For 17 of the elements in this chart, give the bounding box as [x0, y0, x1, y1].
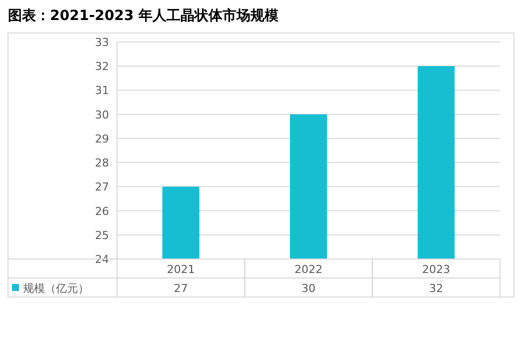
y-tick-label: 32 — [95, 60, 109, 74]
x-tick-label: 2021 — [166, 263, 195, 276]
y-tick-label: 27 — [95, 180, 109, 194]
data-label: 27 — [174, 282, 188, 295]
legend-label: 规模（亿元） — [23, 282, 89, 295]
y-tick-label: 30 — [95, 108, 109, 122]
y-tick-label: 29 — [95, 132, 109, 146]
data-label: 30 — [302, 282, 316, 295]
x-tick-label: 2023 — [422, 263, 450, 276]
x-tick-label: 2022 — [294, 263, 322, 276]
y-tick-label: 25 — [95, 228, 109, 242]
y-tick-label: 33 — [95, 36, 109, 49]
chart-title: 图表：2021-2023 年人工晶状体市场规模 — [8, 7, 280, 24]
y-tick-label: 31 — [95, 84, 109, 98]
y-tick-label: 28 — [95, 156, 109, 170]
data-label: 32 — [429, 282, 444, 295]
y-tick-label: 26 — [95, 204, 109, 218]
